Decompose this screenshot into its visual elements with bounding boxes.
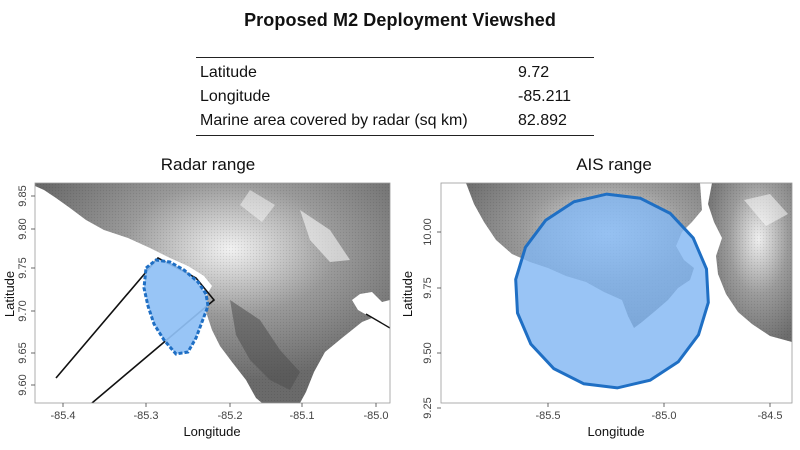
table-row: Marine area covered by radar (sq km) 82.… [196,109,594,136]
row-value: 82.892 [518,112,567,129]
x-tick-label: -84.5 [757,410,782,422]
x-tick-label: -85.5 [535,410,560,422]
ais-coverage-area [514,192,710,390]
x-axis-label: Longitude [587,424,644,439]
table-row: Latitude 9.72 [196,58,594,86]
table-row: Longitude -85.211 [196,85,594,109]
radar-map: 9.60 9.65 9.70 9.75 9.80 9.85 -85.4 -85.3 -85.2… [2,182,391,439]
x-tick-label: -85.4 [50,410,75,422]
y-tick-label: 9.60 [17,374,29,395]
row-label: Longitude [200,88,271,105]
row-value: -85.211 [518,88,572,105]
radar-coverage-area [142,258,210,356]
radar-panel-title: Radar range [160,155,256,174]
x-tick-label: -85.1 [289,410,314,422]
boundary-line [365,313,390,329]
ais-map: 9.25 9.50 9.75 10.00 -85.5 -85.0 -84.5 Longit… [400,182,793,439]
y-tick-label: 9.65 [17,342,29,363]
row-value: 9.72 [518,64,550,81]
y-tick-label: 9.85 [17,185,29,206]
ais-panel-title: AIS range [576,155,652,174]
y-tick-label: 9.50 [422,342,434,363]
page-title: Proposed M2 Deployment Viewshed [244,10,556,30]
y-tick-label: 10.00 [422,218,434,246]
map-frame [34,182,391,404]
x-tick-label: -85.3 [133,410,158,422]
row-label: Latitude [200,64,257,81]
x-tick-label: -85.0 [651,410,676,422]
mountain-highlight [744,194,788,226]
x-tick-label: -85.0 [363,410,388,422]
y-axis-label: Latitude [400,271,415,317]
y-tick-label: 9.75 [422,277,434,298]
land-shadow [230,300,300,390]
y-tick-label: 9.80 [17,218,29,239]
map-frame [440,182,793,404]
land-texture [35,183,390,403]
y-tick-label: 9.25 [422,397,434,418]
mountain-highlight [300,210,350,262]
x-axis-label: Longitude [183,424,240,439]
y-axis-label: Latitude [2,271,17,317]
x-tick-label: -85.2 [217,410,242,422]
y-tick-label: 9.70 [17,300,29,321]
summary-table: Latitude 9.72 Longitude -85.211 Marine a… [196,57,594,136]
row-label: Marine area covered by radar (sq km) [200,112,468,129]
y-tick-label: 9.75 [17,257,29,278]
mountain-highlight [240,190,275,222]
